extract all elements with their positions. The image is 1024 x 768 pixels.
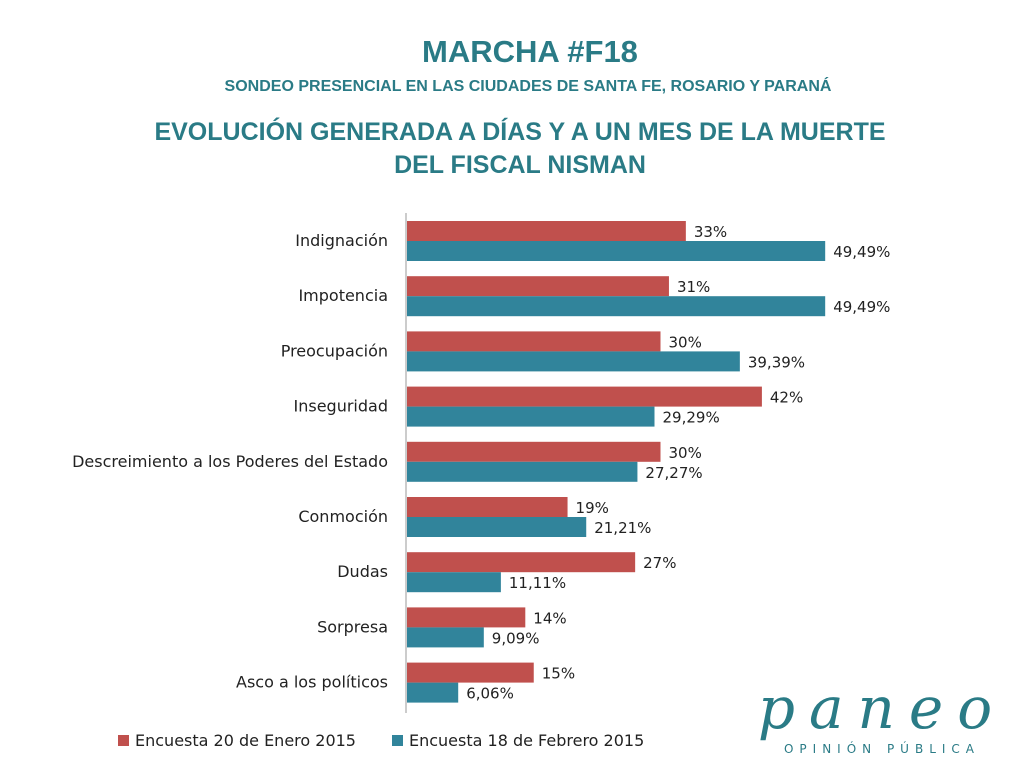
bar-series-1 [407,497,568,517]
bar-series-2 [407,461,638,482]
data-label-series-1: 30% [669,333,702,351]
bar-series-1 [407,441,661,462]
logo-wordmark: paneo [757,674,1007,742]
data-label-series-1: 15% [542,665,575,683]
legend-label-series-2: Encuesta 18 de Febrero 2015 [408,731,645,750]
page-subtitle: SONDEO PRESENCIAL EN LAS CIUDADES DE SAN… [224,78,832,95]
category-label: Indignación [295,231,388,250]
bar-series-1 [407,552,636,573]
category-label: Inseguridad [294,397,388,416]
legend-swatch-series-1 [118,735,129,746]
bar-series-2 [407,351,740,372]
category-label: Asco a los políticos [236,673,388,692]
bar-series-2 [407,406,655,427]
data-label-series-2: 21,21% [594,519,651,537]
bar-series-1 [407,386,762,407]
data-label-series-1: 31% [677,278,710,296]
category-label: Preocupación [281,341,388,360]
legend-label-series-1: Encuesta 20 de Enero 2015 [135,731,356,750]
legend-swatch-series-2 [391,735,403,746]
data-label-series-2: 6,06% [466,685,514,703]
bar-series-1 [407,662,534,683]
bar-series-2 [407,296,826,317]
data-label-series-1: 14% [533,609,566,627]
paneo-logo: paneo OPINIÓN PÚBLICA [752,678,1012,756]
data-label-series-2: 11,11% [509,574,566,592]
page-title: MARCHA #F18 [422,34,638,69]
chart-heading-line-2: DEL FISCAL NISMAN [394,151,646,179]
data-label-series-2: 49,49% [833,243,890,261]
chart-legend: Encuesta 20 de Enero 2015 Encuesta 18 de… [118,731,644,750]
data-label-series-2: 27,27% [645,464,702,482]
data-label-series-1: 19% [576,499,609,517]
data-label-series-1: 30% [669,444,702,462]
category-label: Conmoción [298,507,388,526]
category-label: Dudas [337,562,388,581]
bar-series-2 [407,572,501,593]
bar-series-2 [407,517,587,537]
bar-series-1 [407,331,661,352]
category-label: Impotencia [298,286,388,305]
chart-heading: EVOLUCIÓN GENERADA A DÍAS Y A UN MES DE … [40,116,1000,182]
category-label: Descreimiento a los Poderes del Estado [72,452,388,471]
bar-series-1 [407,221,686,241]
bar-series-2 [407,241,826,261]
data-label-series-2: 49,49% [833,298,890,316]
legend-item-series-2: Encuesta 18 de Febrero 2015 [391,731,645,750]
data-label-series-1: 27% [643,554,676,572]
chart-heading-line-1: EVOLUCIÓN GENERADA A DÍAS Y A UN MES DE … [154,118,886,146]
bar-series-2 [407,682,459,703]
data-label-series-1: 42% [770,389,803,407]
data-label-series-2: 29,29% [663,409,720,427]
data-label-series-2: 39,39% [748,353,805,371]
bar-series-1 [407,276,669,297]
bar-series-2 [407,627,484,648]
category-label: Sorpresa [317,617,388,636]
legend-item-series-1: Encuesta 20 de Enero 2015 [118,731,356,750]
data-label-series-1: 33% [694,223,727,241]
bar-series-1 [407,607,526,628]
logo-tagline: OPINIÓN PÚBLICA [783,742,981,756]
data-label-series-2: 9,09% [492,629,540,647]
